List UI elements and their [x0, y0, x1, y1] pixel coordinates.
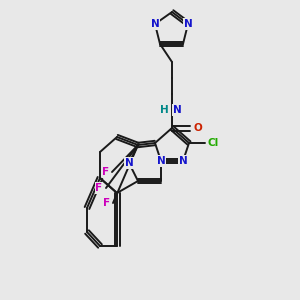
Text: N: N [178, 156, 188, 166]
Text: N: N [172, 105, 182, 115]
Text: N: N [151, 19, 159, 29]
Text: O: O [194, 123, 202, 133]
Text: H: H [160, 105, 168, 115]
Text: F: F [103, 198, 111, 208]
Text: F: F [102, 167, 110, 177]
Text: N: N [184, 19, 192, 29]
Text: N: N [157, 156, 165, 166]
Text: Cl: Cl [207, 138, 219, 148]
Text: N: N [124, 158, 134, 168]
Text: F: F [95, 183, 103, 193]
